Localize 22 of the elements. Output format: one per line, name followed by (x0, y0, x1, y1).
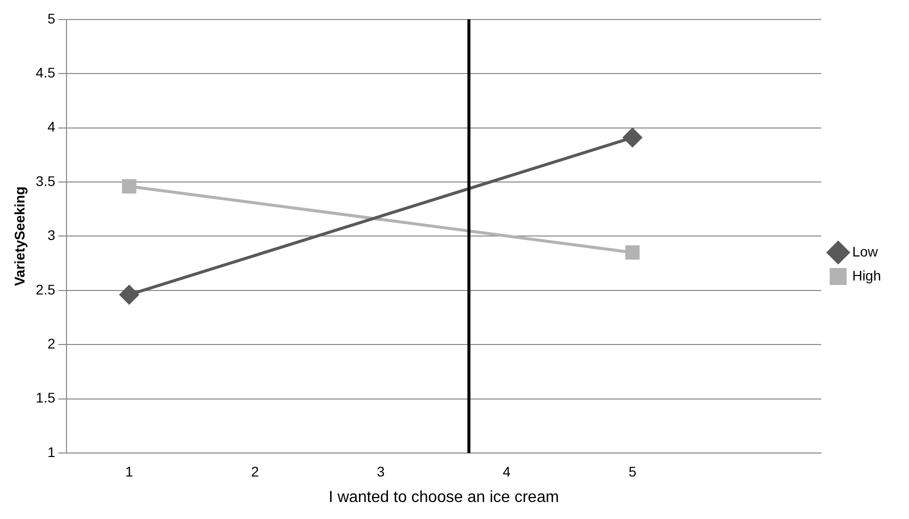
y-tick-label: 4.5 (36, 64, 56, 80)
legend-label: Low (852, 243, 879, 260)
y-tick-label: 1 (47, 444, 56, 460)
point (622, 128, 642, 148)
x-tick-label: 5 (628, 463, 637, 480)
y-tick-label: 2 (47, 335, 56, 352)
y-tick-label: 2.5 (36, 281, 56, 298)
y-tick-label: 1.5 (36, 390, 56, 406)
y-tick-label: 3 (47, 227, 56, 244)
x-tick-label: 1 (125, 463, 134, 480)
y-tick-label: 3.5 (36, 172, 56, 189)
x-tick-label: 2 (251, 463, 260, 480)
y-axis-title: VarietySeeking (11, 186, 28, 286)
point (122, 179, 136, 194)
y-tick-label: 4 (47, 118, 56, 135)
x-tick-label: 4 (502, 463, 511, 480)
x-tick-label: 3 (376, 463, 385, 480)
point (120, 285, 139, 304)
y-tick-label: 5 (47, 10, 56, 26)
legend-label: High (852, 267, 882, 284)
point (625, 245, 640, 260)
x-axis-title: I wanted to choose an ice cream (328, 488, 559, 506)
